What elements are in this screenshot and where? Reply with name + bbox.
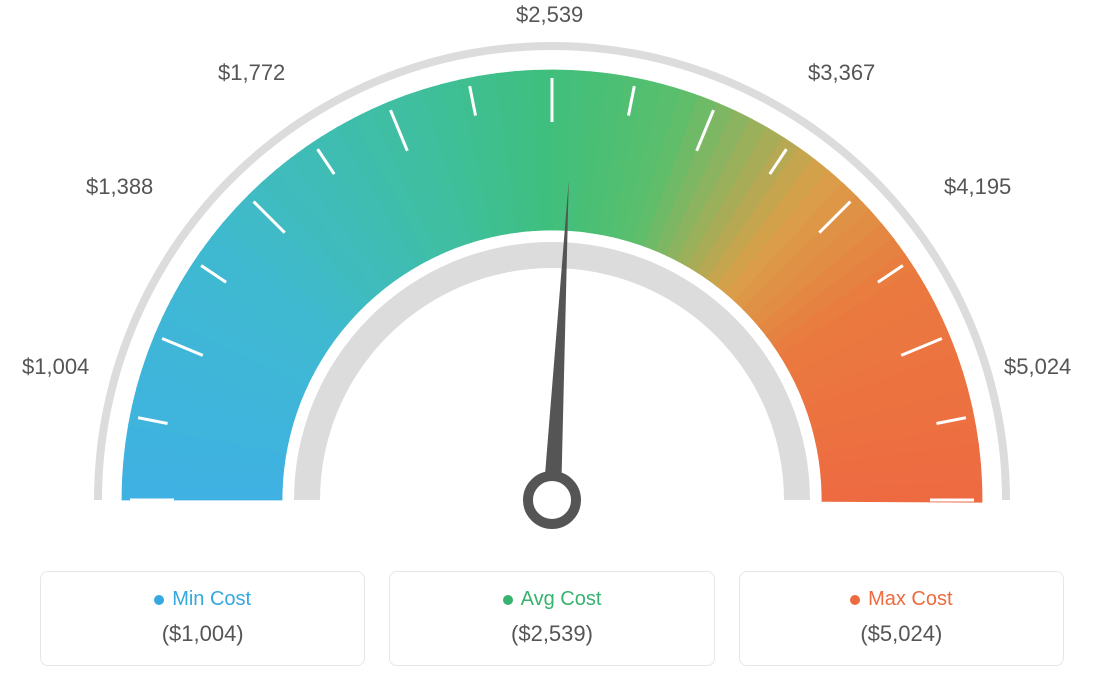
legend-row: Min Cost ($1,004) Avg Cost ($2,539) Max … <box>40 571 1064 666</box>
tick-label: $3,367 <box>808 60 875 86</box>
needle-hub <box>528 476 576 524</box>
legend-title-text-min: Min Cost <box>172 588 251 611</box>
tick-label: $2,539 <box>516 2 583 28</box>
gauge-chart-container: $1,004 $1,388 $1,772 $2,539 $3,367 $4,195 $5,0… <box>0 0 1104 690</box>
legend-value-max: ($5,024) <box>760 621 1043 647</box>
tick-label: $4,195 <box>944 174 1011 200</box>
legend-title-text-avg: Avg Cost <box>521 588 602 611</box>
legend-dot-max <box>850 595 860 605</box>
tick-label: $1,388 <box>86 174 153 200</box>
legend-dot-avg <box>503 595 513 605</box>
legend-title-avg: Avg Cost <box>503 588 602 611</box>
tick-label: $5,024 <box>1004 354 1071 380</box>
gauge-area: $1,004 $1,388 $1,772 $2,539 $3,367 $4,195 $5,0… <box>0 0 1104 560</box>
legend-value-avg: ($2,539) <box>410 621 693 647</box>
legend-card-min: Min Cost ($1,004) <box>40 571 365 666</box>
legend-title-min: Min Cost <box>154 588 251 611</box>
legend-value-min: ($1,004) <box>61 621 344 647</box>
legend-title-text-max: Max Cost <box>868 588 952 611</box>
legend-title-max: Max Cost <box>850 588 952 611</box>
tick-label: $1,004 <box>22 354 89 380</box>
legend-card-avg: Avg Cost ($2,539) <box>389 571 714 666</box>
legend-card-max: Max Cost ($5,024) <box>739 571 1064 666</box>
gauge-svg <box>0 0 1104 560</box>
tick-label: $1,772 <box>218 60 285 86</box>
legend-dot-min <box>154 595 164 605</box>
